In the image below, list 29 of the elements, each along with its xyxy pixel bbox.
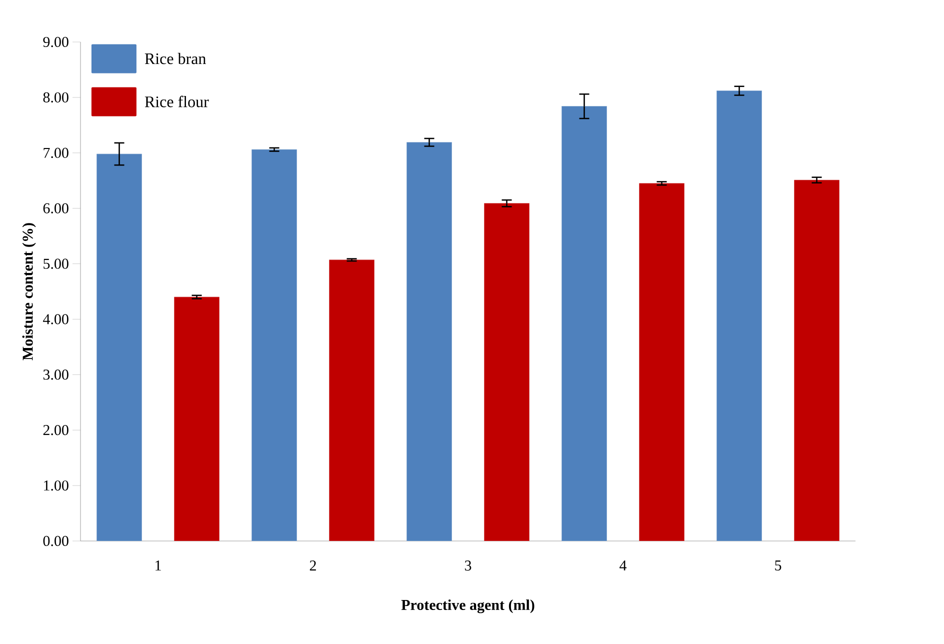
x-tick-label: 1 <box>156 560 161 570</box>
y-tick-label: 3.00 <box>43 370 68 380</box>
bar <box>716 90 762 541</box>
bar <box>174 296 220 541</box>
y-axis-title: Moisture content (%) <box>22 223 36 360</box>
bar <box>484 203 530 541</box>
legend-label: Rice bran <box>144 52 206 64</box>
bar <box>329 260 374 541</box>
bar <box>406 142 452 541</box>
bar <box>639 183 684 541</box>
bar <box>794 180 840 541</box>
x-tick-label: 5 <box>775 560 782 570</box>
y-tick-label: 7.00 <box>44 148 68 158</box>
bar <box>562 106 607 541</box>
y-tick-label: 5.00 <box>44 258 68 269</box>
x-tick-label: 4 <box>620 560 627 570</box>
bar <box>252 149 297 541</box>
y-tick-label: 1.00 <box>44 480 68 491</box>
y-tick-label: 6.00 <box>43 203 68 214</box>
y-tick-label: 8.00 <box>43 92 68 103</box>
legend-label: Rice flour <box>144 96 209 108</box>
x-axis-title: Protective agent (ml) <box>401 599 534 614</box>
x-tick-label: 3 <box>464 560 472 571</box>
x-tick-label: 2 <box>310 560 316 570</box>
y-tick-label: 0.00 <box>43 536 68 546</box>
y-tick-label: 9.00 <box>43 36 68 48</box>
bar <box>96 154 142 541</box>
y-tick-label: 2.00 <box>43 425 68 436</box>
y-tick-label: 4.00 <box>43 314 68 324</box>
